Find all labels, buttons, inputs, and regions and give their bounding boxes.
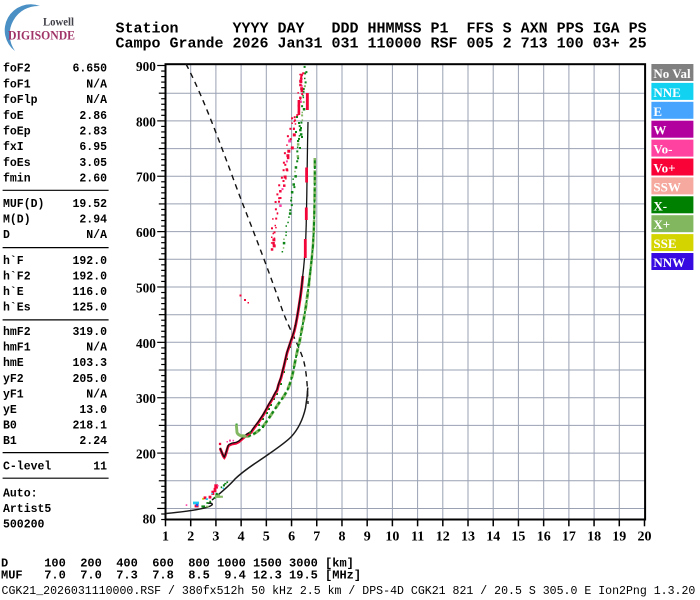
- svg-text:6.95: 6.95: [79, 141, 107, 154]
- svg-text:fmin: fmin: [3, 173, 31, 186]
- svg-text:DIGISONDE: DIGISONDE: [8, 28, 75, 43]
- svg-text:2.86: 2.86: [79, 110, 107, 123]
- svg-text:900: 900: [136, 59, 156, 74]
- svg-text:C-level: C-level: [3, 461, 51, 474]
- svg-text:Auto:: Auto:: [3, 488, 38, 501]
- svg-text:foE: foE: [3, 110, 24, 123]
- svg-text:Vo-: Vo-: [653, 142, 672, 157]
- svg-text:3.05: 3.05: [79, 157, 107, 170]
- svg-text:h`F2: h`F2: [3, 271, 31, 284]
- svg-text:11: 11: [411, 530, 424, 545]
- svg-text:D: D: [3, 229, 10, 242]
- svg-text:SSE: SSE: [653, 236, 676, 251]
- svg-text:205.0: 205.0: [72, 373, 107, 386]
- svg-text:hmE: hmE: [3, 357, 24, 370]
- svg-text:D 100 200 400 600 800: D 100 200 400 600 800 1000 1500 3000 [km…: [1, 557, 354, 571]
- svg-text:16: 16: [537, 530, 551, 545]
- svg-text:foFlp: foFlp: [3, 94, 38, 107]
- svg-text:CGK21_2026031110000.RSF / 380f: CGK21_2026031110000.RSF / 380fx512h 50 k…: [2, 585, 696, 598]
- svg-text:13.0: 13.0: [79, 404, 107, 417]
- svg-text:B1: B1: [3, 435, 17, 448]
- svg-text:10: 10: [385, 530, 399, 545]
- svg-text:h`F: h`F: [3, 255, 24, 268]
- svg-text:E: E: [653, 104, 662, 119]
- svg-text:17: 17: [562, 530, 576, 545]
- svg-text:14: 14: [486, 530, 500, 545]
- svg-text:13: 13: [461, 530, 475, 545]
- svg-text:h`Es: h`Es: [3, 302, 31, 315]
- svg-text:N/A: N/A: [86, 229, 107, 242]
- svg-text:X-: X-: [653, 198, 667, 213]
- svg-text:2: 2: [187, 530, 194, 545]
- svg-text:500200: 500200: [3, 519, 45, 532]
- svg-text:2.24: 2.24: [79, 435, 107, 448]
- svg-text:12: 12: [436, 530, 450, 545]
- svg-text:6: 6: [288, 530, 295, 545]
- svg-text:foF1: foF1: [3, 78, 31, 91]
- svg-text:2.83: 2.83: [79, 126, 107, 139]
- svg-text:218.1: 218.1: [72, 420, 107, 433]
- svg-text:400: 400: [136, 336, 156, 351]
- svg-text:2.94: 2.94: [79, 214, 107, 227]
- svg-text:SSW: SSW: [653, 179, 680, 194]
- svg-text:MUF 7.0 7.0 7.3 7.8 8.5: MUF 7.0 7.0 7.3 7.8 8.5 9.4 12.3 19.5 [M…: [1, 569, 361, 583]
- svg-text:4: 4: [238, 530, 245, 545]
- svg-text:116.0: 116.0: [72, 286, 107, 299]
- svg-text:yF2: yF2: [3, 373, 24, 386]
- svg-text:200: 200: [136, 447, 156, 462]
- svg-text:foF2: foF2: [3, 63, 31, 76]
- svg-text:700: 700: [136, 170, 156, 185]
- svg-text:3: 3: [212, 530, 219, 545]
- svg-text:h`E: h`E: [3, 286, 24, 299]
- svg-text:9: 9: [364, 530, 371, 545]
- svg-text:11: 11: [93, 461, 107, 474]
- svg-text:600: 600: [136, 225, 156, 240]
- svg-text:800: 800: [136, 114, 156, 129]
- svg-text:5: 5: [263, 530, 270, 545]
- svg-text:15: 15: [511, 530, 525, 545]
- svg-text:B0: B0: [3, 420, 17, 433]
- svg-text:103.3: 103.3: [72, 357, 107, 370]
- svg-text:hmF2: hmF2: [3, 326, 31, 339]
- svg-text:N/A: N/A: [86, 78, 107, 91]
- svg-text:19.52: 19.52: [72, 198, 107, 211]
- svg-text:NNW: NNW: [653, 255, 685, 270]
- svg-text:fxI: fxI: [3, 141, 24, 154]
- svg-text:80: 80: [143, 512, 157, 527]
- svg-text:Station YYYY DAY DDD HH: Station YYYY DAY DDD HHMMSS P1 FFS S AXN…: [116, 21, 647, 38]
- svg-text:X+: X+: [653, 217, 670, 232]
- svg-text:NNE: NNE: [653, 85, 680, 100]
- svg-text:Artist5: Artist5: [3, 503, 51, 516]
- svg-text:192.0: 192.0: [72, 255, 107, 268]
- svg-text:300: 300: [136, 391, 156, 406]
- svg-text:Vo+: Vo+: [653, 161, 675, 176]
- svg-text:7: 7: [313, 530, 320, 545]
- svg-text:2.60: 2.60: [79, 173, 107, 186]
- svg-text:6.650: 6.650: [72, 63, 107, 76]
- svg-text:N/A: N/A: [86, 342, 107, 355]
- svg-text:500: 500: [136, 281, 156, 296]
- svg-text:N/A: N/A: [86, 388, 107, 401]
- svg-text:yF1: yF1: [3, 388, 24, 401]
- svg-text:No Val: No Val: [653, 66, 691, 81]
- svg-text:W: W: [653, 123, 666, 138]
- svg-text:foEs: foEs: [3, 157, 31, 170]
- svg-text:hmF1: hmF1: [3, 342, 31, 355]
- svg-text:20: 20: [638, 530, 652, 545]
- svg-text:125.0: 125.0: [72, 302, 107, 315]
- svg-text:192.0: 192.0: [72, 271, 107, 284]
- svg-text:yE: yE: [3, 404, 17, 417]
- svg-text:Lowell: Lowell: [43, 15, 75, 29]
- svg-text:Campo Grande 2026 Jan31 031 11: Campo Grande 2026 Jan31 031 110000 RSF 0…: [116, 36, 647, 53]
- svg-text:1: 1: [162, 530, 169, 545]
- svg-text:M(D): M(D): [3, 214, 31, 227]
- svg-text:foEp: foEp: [3, 126, 31, 139]
- svg-text:8: 8: [339, 530, 346, 545]
- svg-text:N/A: N/A: [86, 94, 107, 107]
- svg-text:18: 18: [587, 530, 601, 545]
- svg-text:19: 19: [612, 530, 626, 545]
- svg-text:MUF(D): MUF(D): [3, 198, 44, 211]
- svg-text:319.0: 319.0: [72, 326, 107, 339]
